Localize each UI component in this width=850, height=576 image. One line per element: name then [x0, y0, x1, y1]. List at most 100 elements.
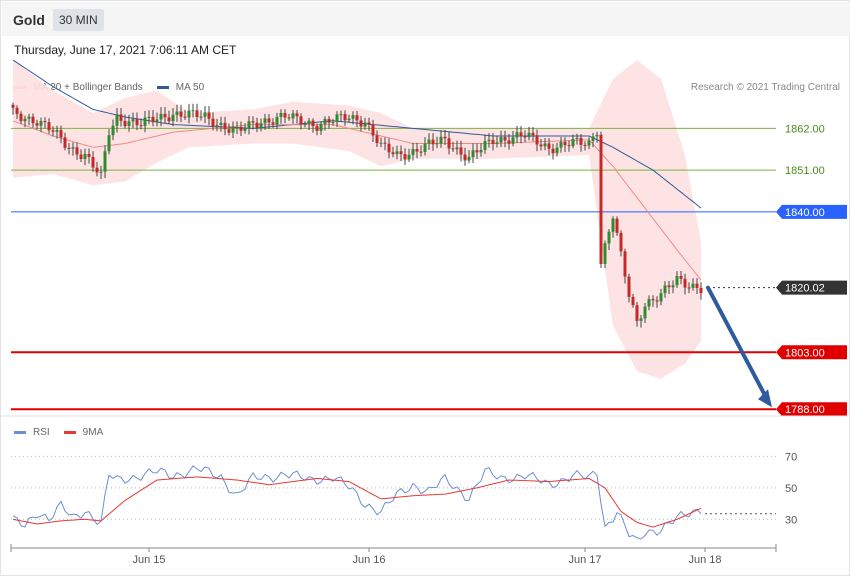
candle-down — [695, 283, 699, 288]
candle-down — [651, 299, 655, 301]
candle-down — [383, 142, 387, 144]
candle-down — [195, 110, 199, 117]
candle-up — [487, 139, 491, 142]
symbol-label: Gold — [13, 12, 45, 28]
candle-up — [675, 276, 679, 286]
candle-up — [427, 139, 431, 144]
candle-up — [275, 116, 279, 125]
candle-down — [627, 276, 631, 297]
candle-down — [679, 276, 683, 279]
candle-down — [359, 120, 363, 127]
candle-down — [287, 117, 291, 119]
timeframe-button[interactable]: 30 MIN — [53, 9, 104, 31]
candle-up — [83, 154, 87, 159]
candle-up — [215, 125, 219, 127]
rsi-level-label-70: 70 — [785, 451, 797, 463]
candle-up — [259, 123, 263, 128]
candle-up — [571, 138, 575, 147]
candle-down — [355, 115, 359, 121]
candle-up — [247, 121, 251, 129]
candle-down — [579, 137, 583, 145]
candle-down — [507, 140, 511, 144]
ma50-swatch-icon — [156, 86, 169, 89]
ma20-line — [12, 120, 702, 281]
candle-down — [63, 137, 67, 148]
candle-up — [647, 299, 651, 307]
candle-up — [23, 118, 27, 122]
candle-up — [107, 135, 111, 152]
candle-up — [263, 118, 267, 124]
rsi-swatch-icon — [14, 431, 26, 434]
candle-down — [403, 154, 407, 160]
candle-up — [199, 116, 203, 118]
candle-down — [699, 287, 703, 294]
candle-down — [547, 143, 551, 149]
candle-up — [55, 130, 59, 132]
candle-down — [447, 138, 451, 149]
candle-down — [599, 134, 603, 264]
candle-up — [347, 118, 351, 121]
level-tag-last-price — [776, 280, 847, 295]
candle-down — [119, 114, 123, 121]
candle-down — [35, 123, 39, 126]
candle-down — [551, 148, 555, 154]
candle-up — [511, 137, 515, 144]
candle-up — [435, 143, 439, 145]
candle-up — [111, 125, 115, 136]
candle-up — [351, 115, 355, 119]
candle-up — [339, 114, 343, 116]
candle-down — [315, 126, 319, 131]
candle-down — [227, 129, 231, 133]
rsi-ma-line — [12, 476, 702, 528]
candle-down — [15, 107, 19, 114]
candle-down — [139, 125, 143, 127]
candle-up — [639, 318, 643, 321]
candle-down — [459, 147, 463, 155]
legend-ma50-label: MA 50 — [175, 82, 205, 93]
legend-item-ma50: MA 50 — [156, 82, 205, 93]
candle-up — [219, 122, 223, 125]
candle-down — [523, 136, 527, 138]
candle-down — [503, 137, 507, 141]
candle-up — [103, 151, 107, 172]
candle-up — [27, 116, 31, 119]
candle-up — [395, 151, 399, 155]
candle-up — [323, 118, 327, 124]
candle-up — [671, 285, 675, 288]
candle-up — [643, 306, 647, 319]
candle-up — [527, 132, 531, 138]
candle-up — [231, 127, 235, 133]
candle-up — [467, 156, 471, 161]
candle-up — [147, 116, 151, 118]
candle-up — [331, 122, 335, 123]
candle-up — [479, 150, 483, 153]
candle-down — [531, 132, 535, 136]
x-axis-label: Jun 15 — [132, 554, 165, 566]
candle-down — [667, 285, 671, 288]
candle-down — [563, 141, 567, 146]
candle-up — [99, 171, 103, 173]
x-axis-label: Jun 18 — [688, 554, 721, 566]
candle-down — [79, 154, 83, 159]
candle-down — [67, 147, 71, 149]
candle-down — [207, 112, 211, 119]
legend-item-rsi: RSI — [14, 427, 50, 438]
candle-up — [131, 119, 135, 122]
level-tag-support-1 — [776, 345, 847, 360]
candle-up — [407, 154, 411, 160]
level-label-resistance-1: 1851.00 — [785, 165, 825, 177]
candle-up — [379, 142, 383, 144]
candle-up — [171, 114, 175, 122]
candle-up — [659, 293, 663, 302]
candle-up — [663, 285, 667, 294]
projection-arrow-head — [758, 389, 772, 408]
candle-down — [299, 116, 303, 125]
candle-down — [615, 218, 619, 233]
candle-down — [123, 120, 127, 127]
candle-down — [539, 144, 543, 147]
candle-down — [343, 114, 347, 121]
level-label-resistance-2: 1862.00 — [785, 123, 825, 135]
candle-up — [187, 110, 191, 118]
candle-up — [575, 137, 579, 139]
